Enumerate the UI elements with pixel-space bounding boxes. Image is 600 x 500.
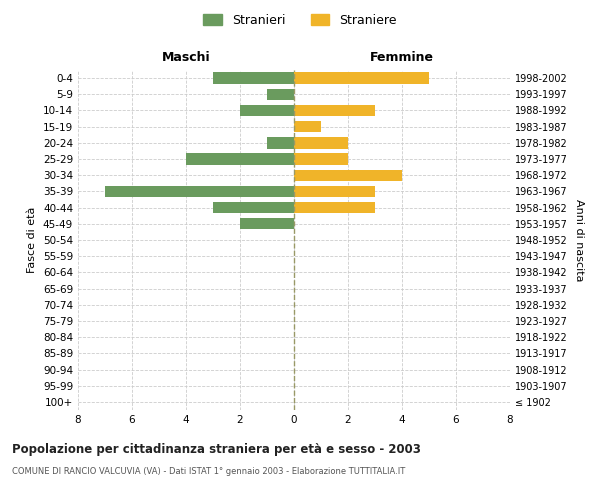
Bar <box>267 137 294 148</box>
Bar <box>294 105 375 116</box>
Bar <box>294 186 375 197</box>
Bar <box>186 154 294 164</box>
Bar <box>294 170 402 181</box>
Bar <box>240 218 294 230</box>
Bar <box>213 202 294 213</box>
Bar <box>240 105 294 116</box>
Bar <box>105 186 294 197</box>
Text: Popolazione per cittadinanza straniera per età e sesso - 2003: Popolazione per cittadinanza straniera p… <box>12 442 421 456</box>
Legend: Stranieri, Straniere: Stranieri, Straniere <box>203 14 397 26</box>
Bar <box>294 202 375 213</box>
Y-axis label: Anni di nascita: Anni di nascita <box>574 198 584 281</box>
Bar <box>294 154 348 164</box>
Y-axis label: Fasce di età: Fasce di età <box>28 207 37 273</box>
Text: COMUNE DI RANCIO VALCUVIA (VA) - Dati ISTAT 1° gennaio 2003 - Elaborazione TUTTI: COMUNE DI RANCIO VALCUVIA (VA) - Dati IS… <box>12 468 405 476</box>
Bar <box>294 137 348 148</box>
Bar <box>294 121 321 132</box>
Text: Femmine: Femmine <box>370 50 434 64</box>
Bar <box>267 88 294 100</box>
Bar <box>213 72 294 84</box>
Text: Maschi: Maschi <box>161 50 211 64</box>
Bar <box>294 72 429 84</box>
